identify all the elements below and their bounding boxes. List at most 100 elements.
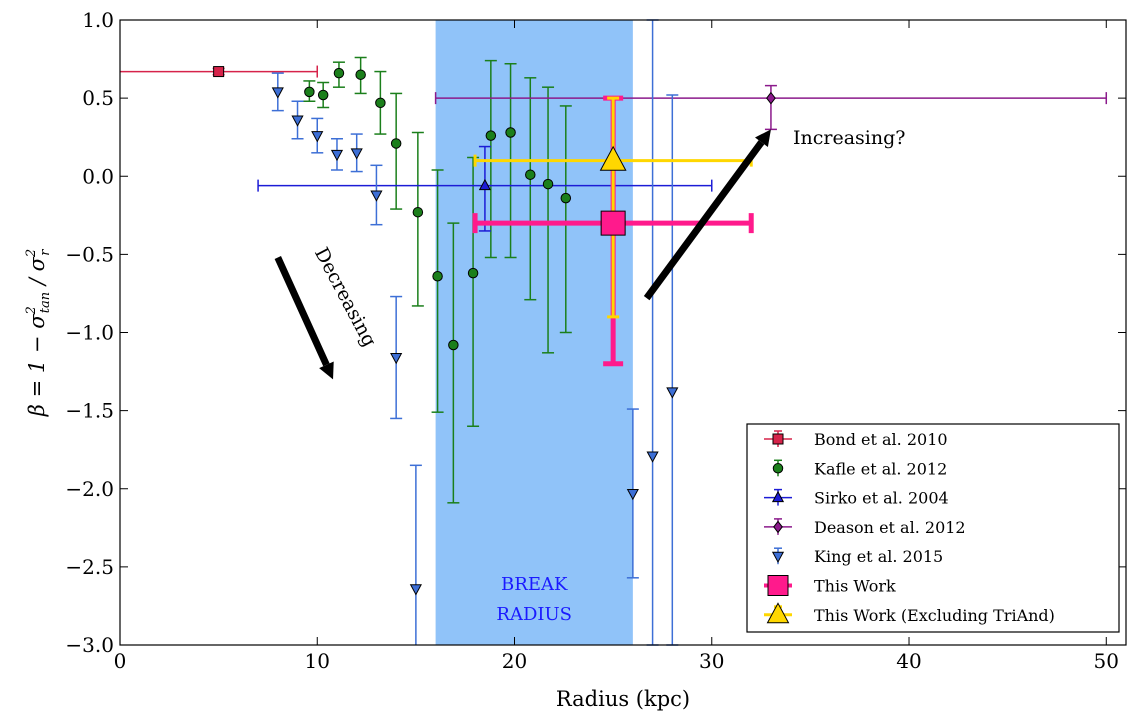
y-tick-label: 0.0 [82, 164, 114, 188]
arrow-shaft [643, 140, 765, 301]
x-tick-label: 10 [305, 649, 330, 673]
y-tick-label: −1.0 [65, 321, 114, 345]
data-point [271, 87, 284, 99]
data-point [330, 149, 344, 162]
annotation-increasing: Increasing? [793, 127, 905, 149]
arrow-shaft [274, 256, 330, 367]
series-markers [766, 91, 776, 105]
x-tick-label: 40 [896, 649, 921, 673]
legend-box [746, 423, 1120, 633]
x-axis-title: Radius (kpc) [556, 687, 690, 711]
legend-label: King et al. 2015 [814, 547, 943, 566]
break-radius-label: BREAK RADIUS [496, 574, 572, 625]
series-markers [600, 210, 626, 236]
series-markers [478, 178, 492, 191]
y-axis-title-part: tan [38, 292, 53, 313]
data-point [467, 267, 479, 279]
legend-marker [767, 575, 789, 596]
data-point [646, 451, 659, 463]
data-point [375, 97, 386, 109]
legend-label: Bond et al. 2010 [814, 430, 948, 449]
data-point [560, 192, 572, 204]
y-tick-label: −2.0 [65, 477, 114, 501]
data-point [355, 69, 366, 80]
x-tick-label: 30 [699, 649, 724, 673]
legend-label: Kafle et al. 2012 [814, 459, 947, 478]
legend-marker [766, 602, 790, 624]
y-axis-title-part: 2 [24, 249, 39, 258]
axis-ticks: 0 10 20 30 40 50 1.0 0.5 0.0 −0.5 −1.0 −1.5 −2.0 −2.5… [65, 8, 1126, 673]
y-axis-title-part: 2 [24, 306, 39, 315]
legend-entry: Sirko et al. 2004 [764, 489, 949, 508]
data-point [213, 66, 225, 78]
data-point [766, 91, 776, 105]
data-point [505, 127, 516, 138]
data-point [390, 353, 403, 365]
legend-entry: Bond et al. 2010 [764, 430, 948, 449]
data-point [370, 190, 383, 202]
data-point [333, 67, 345, 79]
band-label-line: BREAK [501, 574, 568, 595]
annotation-decreasing: Decreasing [310, 244, 381, 351]
legend-marker [771, 551, 785, 564]
y-tick-label: 1.0 [82, 8, 114, 32]
y-tick-label: −1.5 [65, 399, 114, 423]
decreasing-arrow: Decreasing [274, 244, 381, 380]
legend-entry: This Work [764, 575, 896, 596]
data-point [432, 271, 443, 282]
data-markers [213, 66, 776, 596]
legend-label: Sirko et al. 2004 [814, 489, 949, 508]
legend-marker [772, 433, 784, 445]
y-axis-title-part: r [38, 249, 53, 256]
legend-label: This Work (Excluding TriAnd) [814, 606, 1055, 625]
legend-marker [772, 463, 784, 474]
series-markers [271, 87, 679, 596]
legend: Bond et al. 2010 Kafle et al. 2012 Sirko e… [746, 423, 1120, 633]
data-point [304, 86, 315, 98]
series-markers [599, 145, 627, 171]
band-label-line: RADIUS [496, 604, 572, 625]
data-point [542, 178, 554, 190]
data-point [291, 115, 304, 127]
x-tick-label: 20 [502, 649, 527, 673]
break-radius-rect [435, 20, 633, 645]
legend-entry: Deason et al. 2012 [764, 518, 966, 537]
legend-entry: This Work (Excluding TriAnd) [764, 602, 1055, 625]
data-point [390, 138, 402, 149]
y-axis-title: β = 1 − σ2tan / σ2r [24, 249, 53, 417]
legend-entry: King et al. 2015 [771, 547, 943, 566]
legend-marker [773, 520, 783, 534]
series-markers [213, 66, 225, 78]
y-axis-title-part: / σ [25, 256, 49, 291]
arrow-head [755, 129, 771, 148]
data-point [666, 387, 679, 399]
data-point [626, 488, 639, 501]
data-point [485, 130, 497, 141]
arrow-head [319, 361, 334, 380]
error-bars [120, 19, 1108, 646]
data-point [412, 206, 424, 218]
y-tick-label: −0.5 [65, 242, 114, 266]
axis-titles: Radius (kpc) β = 1 − σ2tan / σ2r [24, 249, 690, 711]
series-error-bars [303, 56, 572, 504]
legend-entry: Kafle et al. 2012 [772, 459, 947, 478]
data-point [350, 148, 363, 160]
series-markers [304, 67, 572, 351]
legend-marker [771, 490, 785, 503]
y-tick-label: −3.0 [65, 633, 114, 657]
data-point [409, 584, 422, 596]
increasing-arrow: Increasing? [643, 127, 905, 301]
break-radius-band [435, 20, 633, 645]
data-point [448, 339, 459, 351]
y-axis-title-part: β = 1 − σ [25, 314, 49, 417]
y-tick-label: −2.5 [65, 555, 114, 579]
x-tick-label: 50 [1094, 649, 1119, 673]
legend-label: This Work [814, 577, 896, 596]
data-point [525, 169, 536, 180]
data-point [311, 131, 324, 143]
legend-label: Deason et al. 2012 [814, 518, 966, 537]
data-point [478, 178, 492, 191]
data-point [317, 89, 329, 101]
x-tick-label: 0 [114, 649, 127, 673]
